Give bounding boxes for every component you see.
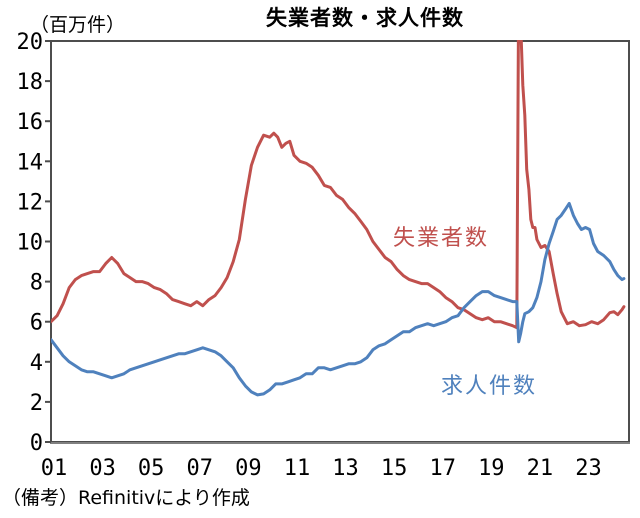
y-tick-label: 18 <box>17 70 44 95</box>
x-tick-label: 01 <box>41 456 68 481</box>
x-tick-label: 09 <box>235 456 262 481</box>
x-tick-label: 19 <box>478 456 505 481</box>
x-tick-label: 13 <box>332 456 359 481</box>
series-label-openings: 求人件数 <box>440 374 538 399</box>
y-tick-label: 8 <box>30 271 43 296</box>
x-tick-label: 03 <box>89 456 116 481</box>
x-tick-label: 17 <box>429 456 456 481</box>
x-tick-label: 15 <box>381 456 408 481</box>
x-tick-label: 23 <box>575 456 602 481</box>
y-tick-label: 12 <box>17 190 44 215</box>
y-tick-label: 14 <box>17 150 44 175</box>
line-openings <box>51 201 626 397</box>
x-tick-label: 21 <box>527 456 554 481</box>
y-axis-unit-label: （百万件） <box>30 14 126 36</box>
y-tick-label: 0 <box>30 431 43 456</box>
x-tick-label: 11 <box>284 456 311 481</box>
plot-frame <box>50 40 630 443</box>
x-tick-label: 05 <box>138 456 165 481</box>
chart-title: 失業者数・求人件数 <box>266 6 464 30</box>
y-tick-label: 6 <box>30 311 43 336</box>
y-tick-label: 10 <box>17 231 44 256</box>
y-tick-label: 2 <box>30 391 43 416</box>
y-tick-label: 4 <box>30 351 43 376</box>
y-tick-label: 20 <box>17 30 44 55</box>
line-unemployed <box>51 40 626 330</box>
source-note: （備考）Refinitivにより作成 <box>2 487 250 509</box>
series-label-unemployed: 失業者数 <box>392 226 490 251</box>
x-tick-label: 07 <box>187 456 214 481</box>
y-tick-label: 16 <box>17 110 44 135</box>
